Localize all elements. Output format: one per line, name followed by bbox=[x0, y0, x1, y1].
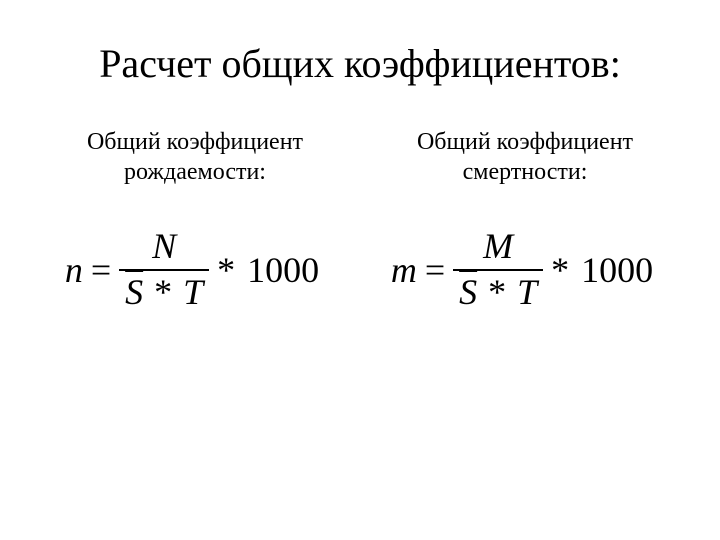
right-constant: 1000 bbox=[575, 249, 659, 291]
right-multiply: * bbox=[545, 249, 575, 291]
left-numerator: N bbox=[146, 227, 182, 267]
left-multiply: * bbox=[211, 249, 241, 291]
left-denom-op: * bbox=[152, 272, 174, 312]
right-fraction: M S * T bbox=[451, 227, 545, 312]
left-denominator: S * T bbox=[119, 273, 209, 313]
left-subheading-line2: рождаемости: bbox=[124, 159, 266, 185]
columns: Общий коэффициент рождаемости: n = N S *… bbox=[40, 127, 680, 312]
equals-sign: = bbox=[419, 249, 451, 291]
right-subheading: Общий коэффициент смертности: bbox=[417, 127, 633, 187]
fraction-bar bbox=[453, 269, 543, 271]
right-denom-t: T bbox=[517, 272, 537, 312]
right-subheading-line2: смертности: bbox=[463, 159, 588, 185]
left-constant: 1000 bbox=[241, 249, 325, 291]
slide-title: Расчет общих коэффициентов: bbox=[40, 40, 680, 87]
left-subheading-line1: Общий коэффициент bbox=[87, 129, 303, 155]
fraction-bar bbox=[119, 269, 209, 271]
right-lhs: m bbox=[391, 249, 419, 291]
right-column: Общий коэффициент смертности: m = M S * … bbox=[370, 127, 680, 312]
left-lhs: n bbox=[65, 249, 85, 291]
equals-sign: = bbox=[85, 249, 117, 291]
right-s-bar: S bbox=[459, 272, 477, 312]
left-denom-t: T bbox=[183, 272, 203, 312]
right-denominator: S * T bbox=[453, 273, 543, 313]
left-subheading: Общий коэффициент рождаемости: bbox=[87, 127, 303, 187]
right-subheading-line1: Общий коэффициент bbox=[417, 129, 633, 155]
left-fraction: N S * T bbox=[117, 227, 211, 312]
left-s-bar: S bbox=[125, 272, 143, 312]
left-formula: n = N S * T * 1000 bbox=[65, 227, 325, 312]
right-formula: m = M S * T * 1000 bbox=[391, 227, 659, 312]
right-denom-op: * bbox=[486, 272, 508, 312]
slide: Расчет общих коэффициентов: Общий коэффи… bbox=[0, 0, 720, 540]
left-column: Общий коэффициент рождаемости: n = N S *… bbox=[40, 127, 350, 312]
right-numerator: M bbox=[477, 227, 519, 267]
